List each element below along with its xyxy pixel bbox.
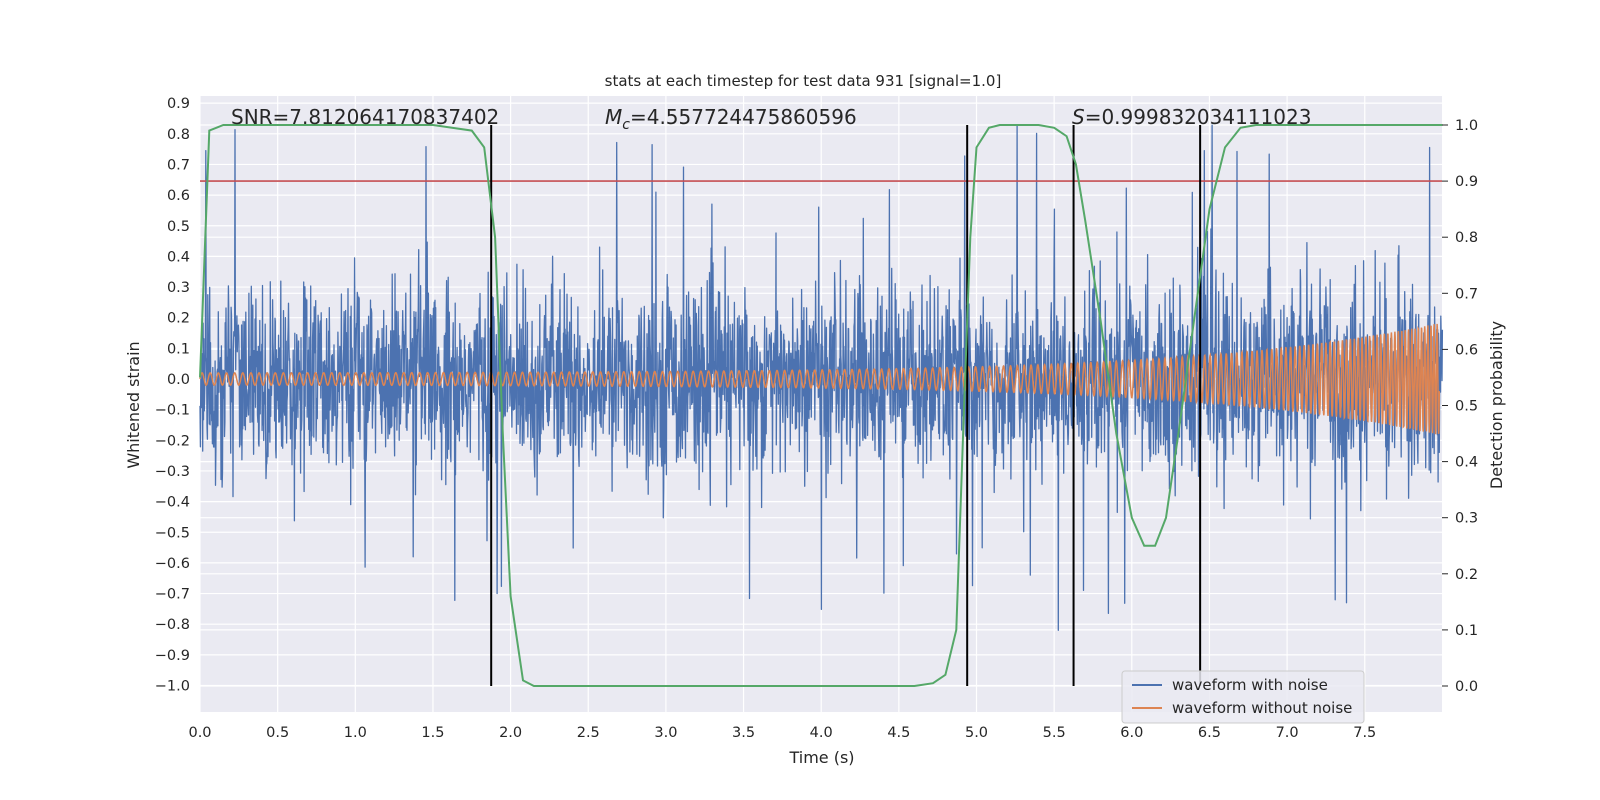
x-tick-label: 0.5 [266, 725, 289, 741]
y-tick-label-left: −0.7 [155, 587, 190, 603]
mc-subscript: c [622, 117, 630, 133]
chart-title: stats at each timestep for test data 931… [605, 72, 1002, 90]
y-tick-label-right: 0.5 [1455, 399, 1478, 415]
x-tick-label: 5.5 [1043, 725, 1066, 741]
x-tick-label: 2.0 [499, 725, 522, 741]
legend-box [1121, 670, 1365, 724]
y-tick-label-left: −0.2 [155, 433, 190, 449]
s-symbol: S [1072, 105, 1085, 129]
y-tick-label-left: 0.9 [167, 96, 190, 112]
s-annotation: S=0.999832034111023 [1072, 105, 1311, 129]
y-tick-label-left: 0.0 [167, 372, 190, 388]
y-tick-label-left: 0.3 [167, 280, 190, 296]
x-tick-label: 2.5 [577, 725, 600, 741]
y-tick-label-right: 0.3 [1455, 511, 1478, 527]
y-tick-label-left: −0.5 [155, 525, 190, 541]
y-axis-label-left: Whitened strain [124, 341, 143, 468]
y-tick-label-left: −0.6 [155, 556, 190, 572]
y-tick-label-left: 0.1 [167, 341, 190, 357]
ticks: 0.0 0.5 1.0 1.5 2.0 2.5 3.0 3.5 4.0 4.5 5.0 5.5 6.0 6… [155, 96, 1478, 741]
y-tick-label-left: 0.4 [167, 249, 190, 265]
y-tick-label-left: 0.7 [167, 157, 190, 173]
legend: waveform with noise waveform without noi… [1121, 670, 1365, 724]
series-detection-probability [199, 124, 1443, 687]
y-tick-label-left: 0.6 [167, 188, 190, 204]
y-tick-label-left: 0.5 [167, 219, 190, 235]
y-tick-label-right: 0.8 [1455, 230, 1478, 246]
y-tick-label-right: 0.2 [1455, 567, 1478, 583]
x-tick-label: 7.5 [1353, 725, 1376, 741]
x-axis-label: Time (s) [788, 748, 854, 767]
x-tick-label: 3.5 [732, 725, 755, 741]
mc-symbol: M [605, 105, 622, 129]
y-tick-label-left: −0.4 [155, 495, 190, 511]
snr-annotation: SNR=7.812064170837402 [231, 105, 499, 129]
x-tick-label: 0.0 [188, 725, 211, 741]
x-tick-label: 4.5 [887, 725, 910, 741]
y-tick-label-right: 0.1 [1455, 623, 1478, 639]
x-tick-label: 3.0 [654, 725, 677, 741]
x-tick-label: 4.0 [810, 725, 833, 741]
y-tick-label-right: 0.9 [1455, 174, 1478, 190]
series-waveform-without-noise [199, 323, 1441, 435]
y-tick-label-left: −0.9 [155, 648, 190, 664]
x-tick-label: 1.5 [421, 725, 444, 741]
legend-label-clean: waveform without noise [1172, 699, 1352, 717]
y-tick-label-right: 0.0 [1455, 679, 1478, 695]
annotations: SNR=7.812064170837402 Mc=4.5577244758605… [231, 105, 1311, 133]
x-tick-label: 1.0 [344, 725, 367, 741]
x-tick-label: 6.5 [1198, 725, 1221, 741]
y-tick-label-right: 1.0 [1455, 118, 1478, 134]
s-value: =0.999832034111023 [1085, 105, 1312, 129]
y-axis-label-right: Detection probability [1487, 321, 1506, 489]
mc-value: =4.557724475860596 [630, 105, 857, 129]
legend-label-noise: waveform with noise [1172, 676, 1328, 694]
y-tick-label-right: 0.7 [1455, 286, 1478, 302]
x-tick-label: 5.0 [965, 725, 988, 741]
y-tick-label-right: 0.4 [1455, 455, 1478, 471]
y-tick-label-left: 0.2 [167, 311, 190, 327]
y-tick-label-left: 0.8 [167, 127, 190, 143]
x-tick-label: 7.0 [1276, 725, 1299, 741]
y-tick-label-left: −0.1 [155, 403, 190, 419]
y-tick-label-right: 0.6 [1455, 342, 1478, 358]
y-tick-label-left: −1.0 [155, 679, 190, 695]
y-tick-label-left: −0.8 [155, 617, 190, 633]
y-tick-label-left: −0.3 [155, 464, 190, 480]
plot-content [199, 123, 1444, 687]
mc-annotation: Mc=4.557724475860596 [605, 105, 857, 133]
x-tick-label: 6.0 [1120, 725, 1143, 741]
